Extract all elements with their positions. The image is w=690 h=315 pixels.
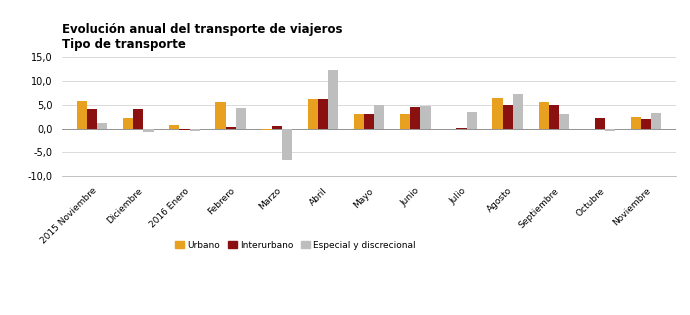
Bar: [272, 126, 282, 129]
Bar: [559, 114, 569, 129]
Bar: [354, 114, 364, 129]
Bar: [179, 129, 190, 130]
Bar: [539, 102, 549, 129]
Bar: [400, 114, 411, 129]
Bar: [466, 112, 477, 129]
Bar: [215, 102, 226, 129]
Bar: [374, 105, 384, 129]
Bar: [236, 108, 246, 129]
Bar: [595, 117, 605, 129]
Bar: [282, 129, 292, 160]
Bar: [262, 129, 272, 130]
Bar: [77, 101, 87, 129]
Text: Evolución anual del transporte de viajeros
Tipo de transporte: Evolución anual del transporte de viajer…: [62, 23, 343, 51]
Bar: [308, 99, 318, 129]
Bar: [328, 70, 338, 129]
Bar: [651, 113, 662, 129]
Legend: Urbano, Interurbano, Especial y discrecional: Urbano, Interurbano, Especial y discreci…: [171, 237, 420, 253]
Bar: [456, 128, 466, 129]
Bar: [493, 98, 502, 129]
Bar: [641, 119, 651, 129]
Bar: [502, 105, 513, 129]
Bar: [133, 109, 144, 129]
Bar: [144, 129, 153, 132]
Bar: [631, 117, 641, 129]
Bar: [87, 109, 97, 129]
Bar: [169, 125, 179, 129]
Bar: [411, 107, 420, 129]
Bar: [549, 105, 559, 129]
Bar: [513, 94, 523, 129]
Bar: [420, 106, 431, 129]
Bar: [605, 129, 615, 131]
Bar: [226, 127, 236, 129]
Bar: [364, 114, 374, 129]
Bar: [318, 99, 328, 129]
Bar: [97, 123, 108, 129]
Bar: [190, 129, 199, 131]
Bar: [123, 117, 133, 129]
